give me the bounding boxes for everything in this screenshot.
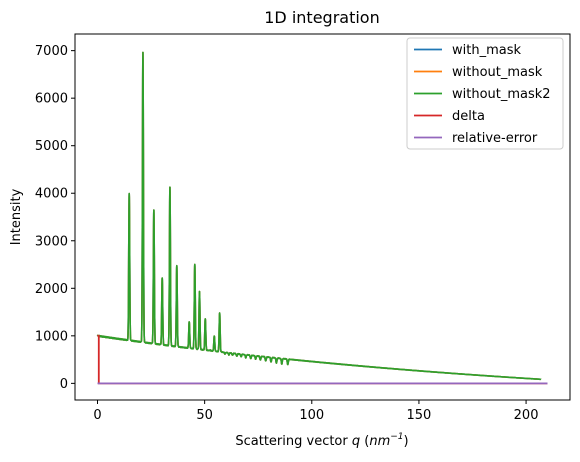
legend-label-without-mask: without_mask [452,65,543,80]
y-tick-label: 6000 [35,92,68,107]
y-tick-label: 1000 [35,329,68,344]
x-axis-ticks: 0 50 100 150 200 [93,400,538,423]
series-line-without-mask2 [96,51,542,381]
x-axis-label-unit: nm [369,434,390,449]
y-axis-ticks: 0 1000 2000 3000 4000 5000 6000 7000 [35,44,75,392]
chart-title: 1D integration [264,8,379,27]
legend-label-delta: delta [452,109,485,124]
x-tick-label: 100 [299,408,324,423]
legend-box [406,37,564,150]
x-axis-label-variable: q [352,434,360,449]
x-axis-label: Scattering vector q (nm−1) [235,432,408,449]
x-tick-label: 150 [407,408,432,423]
plot-frame [74,33,571,401]
x-tick-label: 200 [514,408,539,423]
plot-lines [96,51,548,385]
y-tick-label: 5000 [35,139,68,154]
legend-label-relative-error: relative-error [452,131,538,146]
legend-label-without-mask2: without_mask2 [452,87,551,102]
x-axis-label-unit-open: ( [360,434,369,449]
y-tick-label: 7000 [35,44,68,59]
legend-label-with-mask: with_mask [452,43,521,58]
y-axis-label: Intensity [9,188,24,245]
x-tick-label: 50 [196,408,213,423]
y-tick-label: 0 [60,377,68,392]
y-tick-label: 3000 [35,234,68,249]
y-tick-label: 4000 [35,187,68,202]
x-axis-label-prefix: Scattering vector [235,434,352,449]
x-axis-label-unit-close: ) [404,434,409,449]
x-tick-label: 0 [93,408,101,423]
y-tick-label: 2000 [35,282,68,297]
x-axis-label-unit-exponent: −1 [390,432,403,442]
